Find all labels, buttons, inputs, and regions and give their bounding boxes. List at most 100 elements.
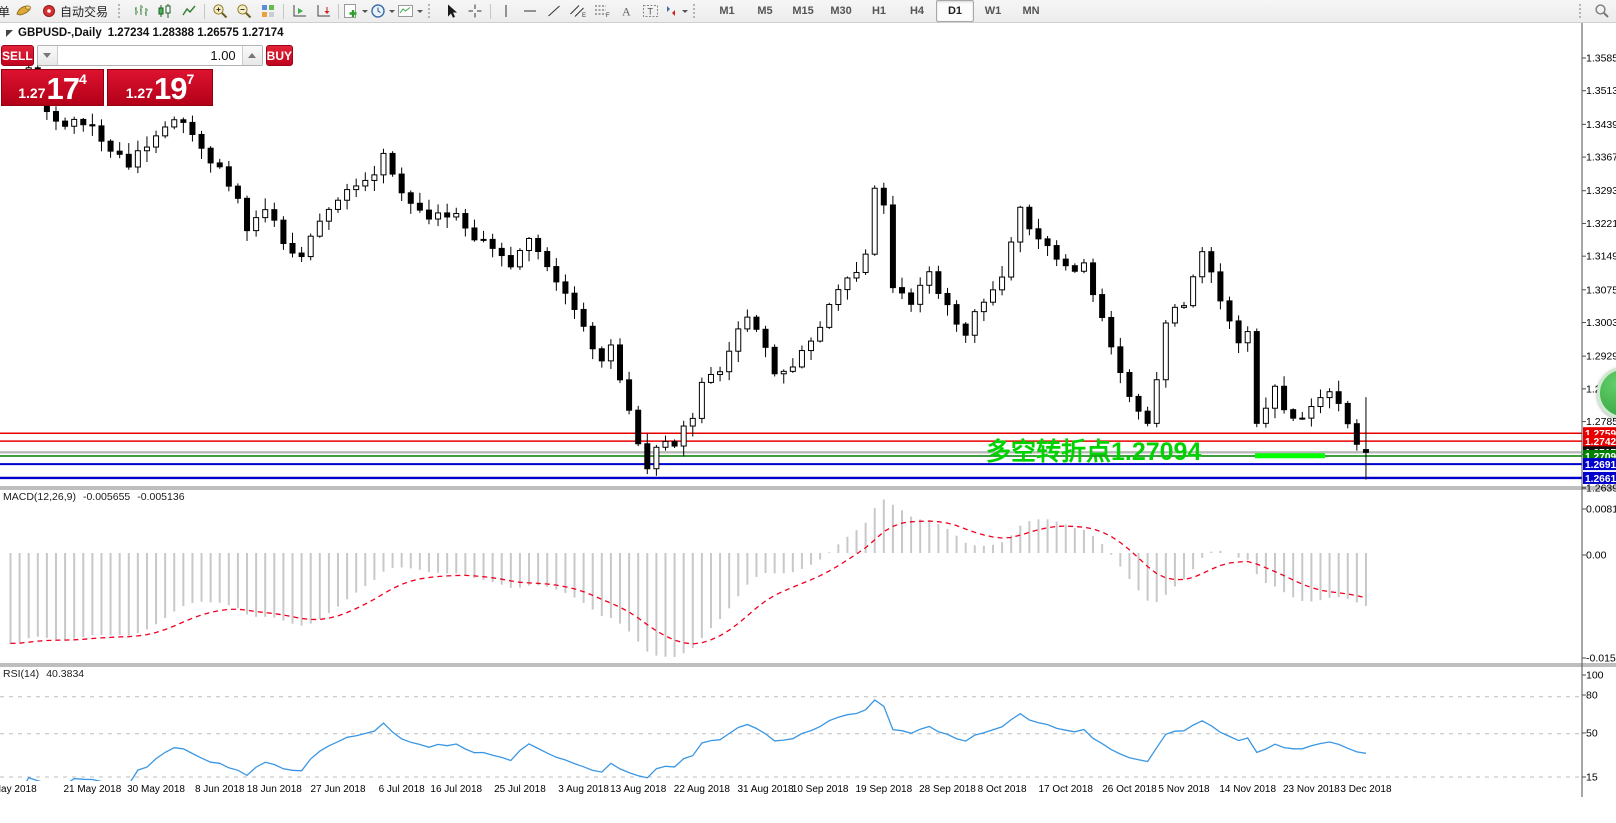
timeframe-h4[interactable]: H4 — [909, 5, 925, 17]
crosshair-button[interactable] — [463, 0, 487, 22]
volume-increase-button[interactable] — [241, 46, 262, 65]
sell-price-box[interactable]: 1.27 17 4 — [1, 69, 105, 106]
timeframe-m5[interactable]: M5 — [757, 5, 773, 17]
toolbar-grip[interactable] — [693, 4, 700, 18]
cursor-icon — [448, 4, 458, 18]
toolbar-grip[interactable] — [118, 4, 125, 18]
dropdown-caret-icon — [682, 10, 689, 16]
buy-price-box[interactable]: 1.27 19 7 — [107, 69, 213, 106]
date-tick: 19 Sep 2018 — [855, 784, 912, 795]
auto-trading-button[interactable]: 自动交易 — [36, 0, 114, 22]
volume-input[interactable] — [57, 46, 242, 65]
text-label-button[interactable]: T — [638, 0, 662, 22]
search-icon — [1594, 4, 1609, 18]
chart-shift-button[interactable] — [311, 0, 335, 22]
svg-text:E: E — [582, 13, 586, 19]
svg-text:T: T — [647, 7, 653, 17]
date-tick: 5 Nov 2018 — [1158, 784, 1210, 795]
buy-button-label: BUY — [266, 48, 293, 63]
equidistant-channel-button[interactable]: E — [566, 0, 590, 22]
crosshair-icon — [468, 4, 482, 18]
zoom-in-button[interactable] — [208, 0, 232, 22]
text-button[interactable]: A — [614, 0, 638, 22]
date-tick: 8 Oct 2018 — [978, 784, 1027, 795]
tile-windows-icon — [262, 5, 275, 17]
date-tick: 6 Jul 2018 — [379, 784, 426, 795]
pivot-annotation-text[interactable]: 多空转折点1.27094 — [986, 438, 1202, 466]
toolbar-separator — [490, 3, 492, 19]
price-badge-text: 1.27595 — [1585, 429, 1616, 440]
auto-trading-label: 自动交易 — [60, 4, 109, 19]
timeframe-m1[interactable]: M1 — [719, 5, 735, 17]
volume-decrease-button[interactable] — [37, 46, 58, 65]
template-icon — [398, 5, 414, 17]
buy-button[interactable]: BUY — [265, 45, 294, 66]
search-button[interactable] — [1590, 0, 1614, 22]
text-label-icon: T — [642, 5, 658, 17]
date-tick: 30 May 2018 — [127, 784, 185, 795]
date-tick: 14 Nov 2018 — [1219, 784, 1276, 795]
auto-scroll-button[interactable] — [287, 0, 311, 22]
fibonacci-button[interactable]: F — [590, 0, 614, 22]
date-tick: 17 Oct 2018 — [1039, 784, 1094, 795]
bar-chart-button[interactable] — [129, 0, 153, 22]
svg-text:F: F — [606, 13, 610, 19]
fibonacci-icon: F — [595, 5, 610, 19]
timeframe-d1[interactable]: D1 — [936, 0, 975, 22]
cursor-button[interactable] — [439, 0, 463, 22]
zoom-out-button[interactable] — [232, 0, 256, 22]
spinner-down-icon — [43, 53, 52, 62]
vertical-line-button[interactable] — [494, 0, 518, 22]
arrows-icon — [667, 6, 676, 16]
price-badge — [1583, 458, 1616, 471]
timeframe-m15[interactable]: M15 — [792, 5, 814, 17]
date-tick: 31 Aug 2018 — [737, 784, 794, 795]
order-window-button[interactable] — [12, 0, 36, 22]
zoom-out-icon — [236, 4, 251, 19]
price-tick: 1.3075 — [1586, 284, 1616, 296]
line-chart-button[interactable] — [177, 0, 201, 22]
trendline-button[interactable] — [542, 0, 566, 22]
timeframe-w1[interactable]: W1 — [984, 5, 1002, 17]
price-badge-text: 1.26915 — [1585, 460, 1616, 471]
price-tick: 1.3221 — [1586, 218, 1616, 230]
toolbar-grip[interactable] — [428, 4, 435, 18]
macd-tick: 0.00816 — [1586, 504, 1616, 516]
horizontal-line-icon — [524, 10, 537, 12]
timeframe-toolbar: M1 M5 M15 M30 H1 H4 D1 W1 MN — [708, 0, 1050, 22]
buy-price-prefix: 1.27 — [125, 85, 153, 101]
date-tick: 8 Jun 2018 — [195, 784, 245, 795]
price-tick: 1.2639 — [1586, 482, 1616, 494]
date-tick: 3 Aug 2018 — [558, 784, 609, 795]
toolbar-grip[interactable] — [1579, 4, 1586, 18]
volume-box — [36, 45, 263, 66]
periods-button[interactable] — [369, 0, 396, 22]
rsi-label: RSI(14) 40.3834 — [3, 668, 84, 680]
date-tick: 23 Nov 2018 — [1283, 784, 1340, 795]
templates-button[interactable] — [396, 0, 424, 22]
price-badge — [1583, 471, 1616, 484]
one-click-collapse-icon[interactable] — [6, 29, 13, 37]
trendline-icon — [548, 5, 560, 17]
timeframe-m30[interactable]: M30 — [830, 5, 852, 17]
indicators-button[interactable] — [342, 0, 369, 22]
sell-button[interactable]: SELL — [1, 45, 34, 66]
horizontal-line-button[interactable] — [518, 0, 542, 22]
price-lines-layer — [0, 432, 1582, 480]
date-tick: 27 Jun 2018 — [310, 784, 365, 795]
price-badge — [1583, 435, 1616, 448]
new-order-button[interactable]: 单 — [0, 0, 12, 22]
price-tick: 1.3293 — [1586, 185, 1616, 197]
spinner-up-icon — [248, 49, 257, 58]
candlestick-chart-button[interactable] — [153, 0, 177, 22]
buy-price-sup: 7 — [186, 71, 195, 87]
date-tick: 16 Jul 2018 — [430, 784, 482, 795]
price-tick: 1.2785 — [1586, 416, 1616, 428]
price-tick: 1.3513 — [1586, 85, 1616, 97]
arrows-button[interactable] — [662, 0, 689, 22]
timeframe-h1[interactable]: H1 — [871, 5, 887, 17]
timeframe-mn[interactable]: MN — [1022, 5, 1040, 17]
tile-windows-button[interactable] — [256, 0, 280, 22]
